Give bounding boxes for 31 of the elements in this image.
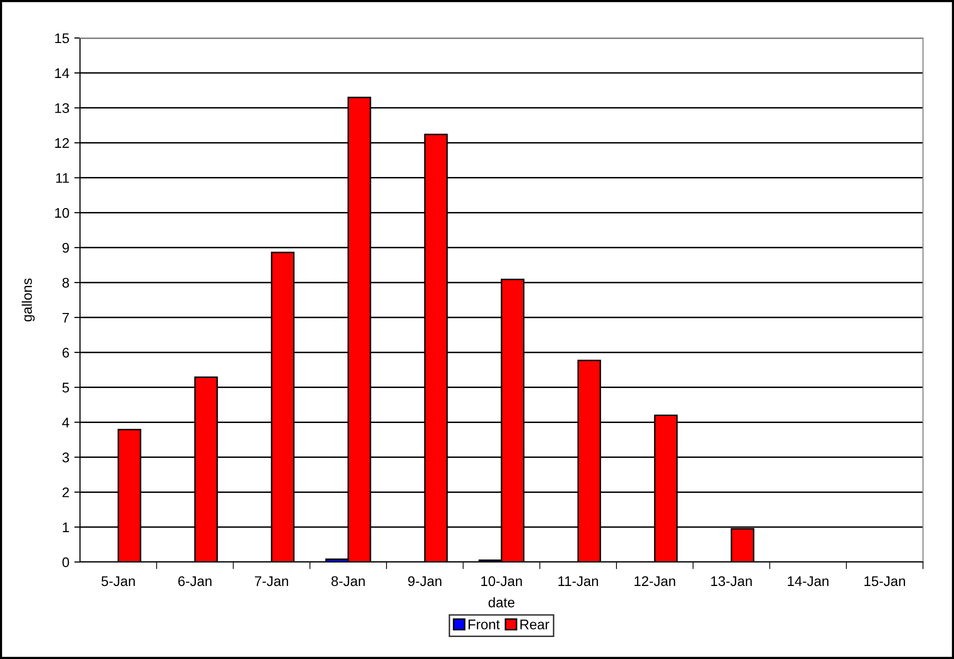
y-tick-label: 0 xyxy=(62,557,70,568)
legend-label: Front xyxy=(468,620,500,630)
x-tick-label: 13-Jan xyxy=(711,576,752,586)
x-tick-label: 11-Jan xyxy=(558,576,598,586)
y-tick-label: 3 xyxy=(62,452,69,462)
x-tick-label: 10-Jan xyxy=(481,576,522,586)
x-tick-label: 7-Jan xyxy=(254,576,288,586)
x-tick-label: 14-Jan xyxy=(788,576,828,586)
y-tick-label: 8 xyxy=(62,278,69,288)
y-tick-label: 9 xyxy=(62,242,69,253)
y-axis-title: gallons xyxy=(22,278,35,322)
x-tick-label: 12-Jan xyxy=(634,576,676,586)
x-tick-label: 5-Jan xyxy=(102,576,135,586)
x-tick-label: 8-Jan xyxy=(331,576,365,586)
x-tick-label: 6-Jan xyxy=(178,576,212,586)
y-tick-label: 14 xyxy=(55,68,70,78)
y-tick-label: 2 xyxy=(62,487,69,498)
x-axis-title: date xyxy=(488,597,514,608)
y-tick-label: 11 xyxy=(56,173,69,183)
legend-label: Rear xyxy=(520,620,550,630)
y-tick-label: 15 xyxy=(55,33,70,44)
y-tick-label: 4 xyxy=(62,418,70,428)
y-tick-label: 13 xyxy=(55,103,69,114)
y-tick-label: 10 xyxy=(55,208,70,218)
x-tick-label: 9-Jan xyxy=(408,576,442,586)
y-tick-label: 7 xyxy=(62,312,69,322)
y-tick-label: 1 xyxy=(62,522,69,532)
x-tick-label: 15-Jan xyxy=(864,576,906,586)
y-tick-label: 5 xyxy=(62,382,69,393)
y-tick-label: 6 xyxy=(62,348,69,358)
y-tick-label: 12 xyxy=(55,138,69,148)
